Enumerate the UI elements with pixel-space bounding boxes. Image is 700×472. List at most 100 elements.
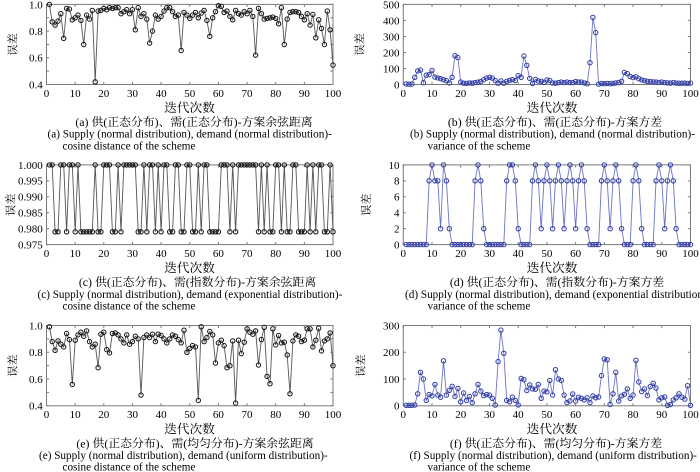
svg-text:): ) — [155, 115, 159, 129]
svg-text:40: 40 — [156, 88, 168, 100]
svg-text:300: 300 — [383, 320, 400, 332]
svg-text:(: ( — [186, 275, 190, 289]
svg-text:200: 200 — [383, 347, 400, 359]
svg-text:100: 100 — [682, 88, 699, 100]
svg-text:0.8: 0.8 — [29, 26, 43, 38]
svg-text:(f): (f) — [450, 436, 462, 450]
svg-text:100: 100 — [325, 88, 342, 100]
svg-text:70: 70 — [242, 248, 254, 260]
svg-text:80: 80 — [628, 409, 640, 421]
svg-text:0.975: 0.975 — [18, 240, 43, 252]
svg-text:60: 60 — [570, 248, 582, 260]
svg-text:)-: )- — [234, 115, 242, 129]
svg-text:(b): (b) — [448, 115, 462, 129]
svg-text:(d): (d) — [450, 275, 464, 289]
svg-text:20: 20 — [98, 409, 110, 421]
svg-text:1.0: 1.0 — [29, 0, 43, 11]
svg-text:20: 20 — [455, 88, 467, 100]
svg-text:50: 50 — [541, 248, 553, 260]
svg-text:100: 100 — [682, 248, 699, 260]
svg-text:80: 80 — [270, 409, 282, 421]
svg-text:100: 100 — [325, 248, 342, 260]
svg-text:0.8: 0.8 — [29, 347, 43, 359]
svg-text:60: 60 — [213, 409, 225, 421]
svg-text:40: 40 — [513, 88, 525, 100]
svg-text:(b) Supply (normal distributio: (b) Supply (normal distribution), demand… — [410, 129, 695, 141]
svg-text:0: 0 — [394, 240, 400, 252]
svg-text:)-: )- — [237, 275, 245, 289]
svg-text:4: 4 — [394, 208, 400, 220]
svg-text:)-: )- — [235, 436, 243, 450]
svg-text:80: 80 — [628, 88, 640, 100]
svg-text:40: 40 — [513, 248, 525, 260]
svg-text:10: 10 — [70, 88, 82, 100]
svg-text:80: 80 — [270, 88, 282, 100]
svg-text:): ) — [158, 275, 162, 289]
svg-text:cosine distance of the scheme: cosine distance of the scheme — [63, 301, 196, 313]
svg-text:0.985: 0.985 — [18, 208, 43, 220]
svg-text:50: 50 — [541, 88, 553, 100]
svg-text:100: 100 — [682, 409, 699, 421]
svg-text:(: ( — [555, 115, 559, 129]
svg-text:(c): (c) — [79, 275, 92, 289]
svg-text:100: 100 — [325, 409, 342, 421]
svg-text:90: 90 — [299, 248, 311, 260]
svg-text:90: 90 — [656, 248, 668, 260]
svg-text:0: 0 — [401, 248, 407, 260]
svg-text:30: 30 — [484, 248, 496, 260]
svg-text:70: 70 — [599, 409, 611, 421]
svg-text:90: 90 — [299, 409, 311, 421]
svg-text:70: 70 — [242, 409, 254, 421]
svg-text:(c) Supply (normal distributio: (c) Supply (normal distribution), demand… — [38, 289, 343, 301]
svg-text:(: ( — [103, 115, 107, 129]
svg-text:100: 100 — [383, 374, 400, 386]
svg-text:)-: )- — [607, 436, 615, 450]
svg-text:cosine distance of the scheme: cosine distance of the scheme — [63, 140, 196, 152]
svg-text:50: 50 — [541, 409, 553, 421]
svg-text:(: ( — [479, 275, 483, 289]
svg-text:0: 0 — [44, 409, 50, 421]
svg-text:70: 70 — [599, 88, 611, 100]
svg-text:(e): (e) — [76, 436, 89, 450]
svg-text:50: 50 — [184, 88, 196, 100]
svg-text:30: 30 — [127, 248, 139, 260]
svg-text:): ) — [156, 436, 160, 450]
svg-text:cosine distance of the scheme: cosine distance of the scheme — [63, 462, 196, 472]
svg-text:0.980: 0.980 — [18, 224, 43, 236]
svg-text:(d) Supply (normal distributio: (d) Supply (normal distribution), demand… — [405, 289, 700, 301]
svg-text:variance of the scheme: variance of the scheme — [428, 462, 531, 472]
svg-text:10: 10 — [389, 160, 401, 172]
svg-text:)-: )- — [607, 115, 615, 129]
svg-text:20: 20 — [98, 88, 110, 100]
svg-text:(e) Supply (normal distributio: (e) Supply (normal distribution), demand… — [39, 450, 328, 462]
svg-text:0: 0 — [401, 88, 407, 100]
svg-text:)-: )- — [609, 275, 617, 289]
svg-text:90: 90 — [656, 88, 668, 100]
svg-text:0: 0 — [394, 79, 400, 91]
svg-text:0: 0 — [44, 88, 50, 100]
svg-text:0: 0 — [44, 248, 50, 260]
svg-text:70: 70 — [599, 248, 611, 260]
svg-text:40: 40 — [513, 409, 525, 421]
svg-text:60: 60 — [213, 88, 225, 100]
svg-text:500: 500 — [383, 0, 400, 11]
svg-text:60: 60 — [570, 88, 582, 100]
svg-text:200: 200 — [383, 47, 400, 59]
svg-text:(: ( — [182, 115, 186, 129]
svg-text:(: ( — [107, 275, 111, 289]
svg-text:0: 0 — [394, 401, 400, 413]
svg-text:0.4: 0.4 — [29, 401, 43, 413]
svg-text:variance of the scheme: variance of the scheme — [428, 140, 531, 152]
svg-text:0.6: 0.6 — [29, 374, 43, 386]
svg-text:300: 300 — [383, 31, 400, 43]
svg-text:40: 40 — [156, 248, 168, 260]
svg-text:0.6: 0.6 — [29, 53, 43, 65]
svg-text:(: ( — [477, 436, 481, 450]
svg-text:90: 90 — [656, 409, 668, 421]
svg-text:0.990: 0.990 — [18, 192, 43, 204]
svg-text:6: 6 — [394, 192, 400, 204]
svg-text:(a): (a) — [75, 115, 88, 129]
svg-text:20: 20 — [455, 248, 467, 260]
svg-text:10: 10 — [70, 409, 82, 421]
svg-text:60: 60 — [213, 248, 225, 260]
